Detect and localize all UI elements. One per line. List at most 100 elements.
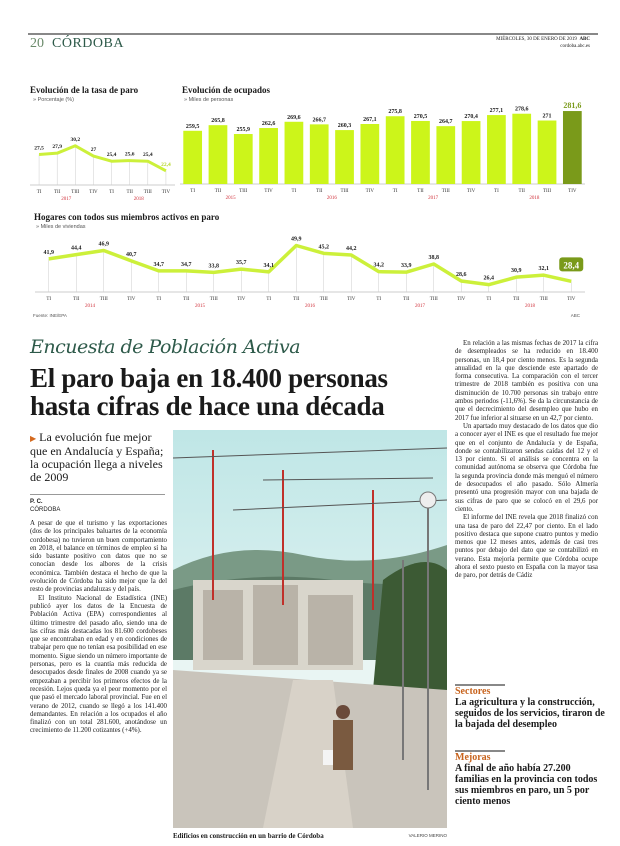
x-tick-label: TI: [486, 297, 491, 302]
x-tick-label: TII: [316, 189, 323, 194]
year-label: 2017: [428, 196, 439, 201]
headline: El paro baja en 18.400 personas hasta ci…: [30, 363, 388, 421]
data-label: 33,9: [401, 263, 412, 269]
brand: ABC: [579, 37, 590, 42]
series-line: [38, 144, 167, 173]
households-chart: 41,9 44,4 46,9 40,7 34,7 34,7 33,8 35,7 34,1 49,9…: [35, 237, 585, 309]
year-label: 2018: [529, 196, 540, 201]
x-tick-label: TII: [126, 190, 133, 195]
bar-label: 259,5: [186, 124, 200, 130]
x-tick-label: TI: [376, 297, 381, 302]
kicker: Encuesta de Población Activa: [30, 336, 301, 358]
paragraph: A pesar de que el turismo y las exportac…: [30, 520, 167, 594]
data-label: 49,9: [291, 237, 302, 243]
x-tick-label: TIII: [100, 297, 108, 302]
x-tick-label: TIV: [89, 190, 98, 195]
data-label: 46,9: [99, 242, 110, 248]
x-tick-label: TI: [393, 189, 398, 194]
byline: P. C. CÓRDOBA: [30, 498, 60, 514]
bar-label: 262,6: [262, 121, 276, 127]
subheadline-text: La evolución fue mejor que en Andalucía …: [30, 430, 164, 484]
paragraph: El informe del INE revela que 2018 final…: [455, 514, 598, 580]
chart-brand: ABC: [570, 313, 580, 318]
x-tick-label: TII: [293, 297, 300, 302]
section-title: CÓRDOBA: [52, 36, 124, 51]
data-label: 44,4: [71, 246, 82, 252]
data-label: 30,2: [71, 137, 81, 143]
data-label: 33,8: [209, 263, 220, 269]
x-tick-label: TII: [54, 190, 61, 195]
bar-label: 255,9: [237, 127, 251, 133]
bar-label: 260,3: [338, 123, 352, 129]
x-tick-label: TIV: [568, 189, 577, 194]
bar: [411, 120, 430, 184]
x-tick-label: TII: [215, 189, 222, 194]
x-tick-label: TIV: [366, 189, 375, 194]
dateline: MIÉRCOLES, 30 DE ENERO DE 2019 ABC cordo…: [496, 36, 590, 50]
data-label: 44,2: [346, 246, 357, 252]
data-label: 25,4: [143, 152, 153, 158]
bar-label: 271: [543, 114, 552, 120]
x-tick-label: TIV: [264, 189, 273, 194]
x-tick-label: TI: [190, 189, 195, 194]
chart3-subtitle: » Miles de viviendas: [36, 224, 86, 230]
x-tick-label: TIII: [430, 297, 438, 302]
x-tick-label: TII: [417, 189, 424, 194]
year-label: 2015: [226, 196, 237, 201]
construction-photo: [173, 430, 447, 828]
data-label: 25,4: [107, 152, 117, 158]
bar: [335, 130, 354, 184]
chart1-subtitle: » Porcentaje (%): [33, 97, 74, 103]
bar: [537, 120, 557, 184]
x-tick-label: TI: [266, 297, 271, 302]
x-tick-label: TI: [46, 297, 51, 302]
chart2-subtitle: » Miles de personas: [184, 97, 234, 103]
data-label: 34,7: [154, 262, 165, 268]
highlight-rule: [455, 750, 505, 752]
chart1-title: Evolución de la tasa de paro: [30, 85, 139, 95]
data-label: 45,2: [319, 244, 330, 250]
highlight-rule: [455, 684, 505, 686]
highlight-text: La agricultura y la construcción, seguid…: [455, 697, 605, 730]
bar: [360, 124, 380, 184]
x-tick-label: TIII: [442, 189, 450, 194]
x-tick-label: TI: [37, 190, 42, 195]
chart-source: Fuente: INE/EPA: [33, 313, 67, 318]
bar: [487, 115, 506, 184]
bar-label: 269,6: [287, 115, 301, 121]
x-tick-label: TIV: [567, 297, 576, 302]
paragraph: El Instituto Nacional de Estadística (IN…: [30, 594, 167, 735]
data-label: 34,2: [374, 263, 385, 269]
year-label: 2017: [61, 197, 72, 202]
year-label: 2016: [327, 196, 338, 201]
author: P. C.: [30, 499, 43, 505]
subheadline: ▶ La evolución fue mejor que en Andalucí…: [30, 431, 170, 484]
x-tick-label: TIII: [144, 190, 152, 195]
x-tick-label: TI: [292, 189, 297, 194]
bar: [183, 130, 203, 184]
bar: [512, 113, 532, 184]
page-number: 20: [30, 36, 44, 51]
bar-label: 281,6: [563, 101, 581, 110]
series-line: [48, 243, 572, 287]
highlight-label: Sectores: [455, 686, 491, 697]
x-tick-label: TII: [183, 297, 190, 302]
data-label: 22,4: [161, 162, 171, 168]
employed-chart: 259,5 265,8 255,9 262,6 269,6 266,7 260,3 267,1…: [180, 101, 585, 201]
photo-illustration: [173, 447, 447, 828]
date: MIÉRCOLES, 30 DE ENERO DE 2019: [496, 37, 577, 42]
highlight-text: A final de año había 27.200 familias en …: [455, 763, 598, 807]
data-label: 34,1: [264, 263, 275, 269]
x-tick-label: TIII: [320, 297, 328, 302]
bar-label: 264,7: [439, 119, 453, 125]
data-label: 41,9: [44, 250, 55, 256]
year-label: 2016: [305, 304, 316, 309]
x-tick-label: TII: [403, 297, 410, 302]
x-tick-label: TII: [513, 297, 520, 302]
x-tick-label: TIII: [341, 189, 349, 194]
data-label: 27: [91, 147, 97, 153]
year-label: 2015: [195, 304, 206, 309]
arrow-icon: ▶: [30, 434, 37, 443]
x-tick-label: TI: [109, 190, 114, 195]
year-label: 2018: [134, 197, 145, 202]
